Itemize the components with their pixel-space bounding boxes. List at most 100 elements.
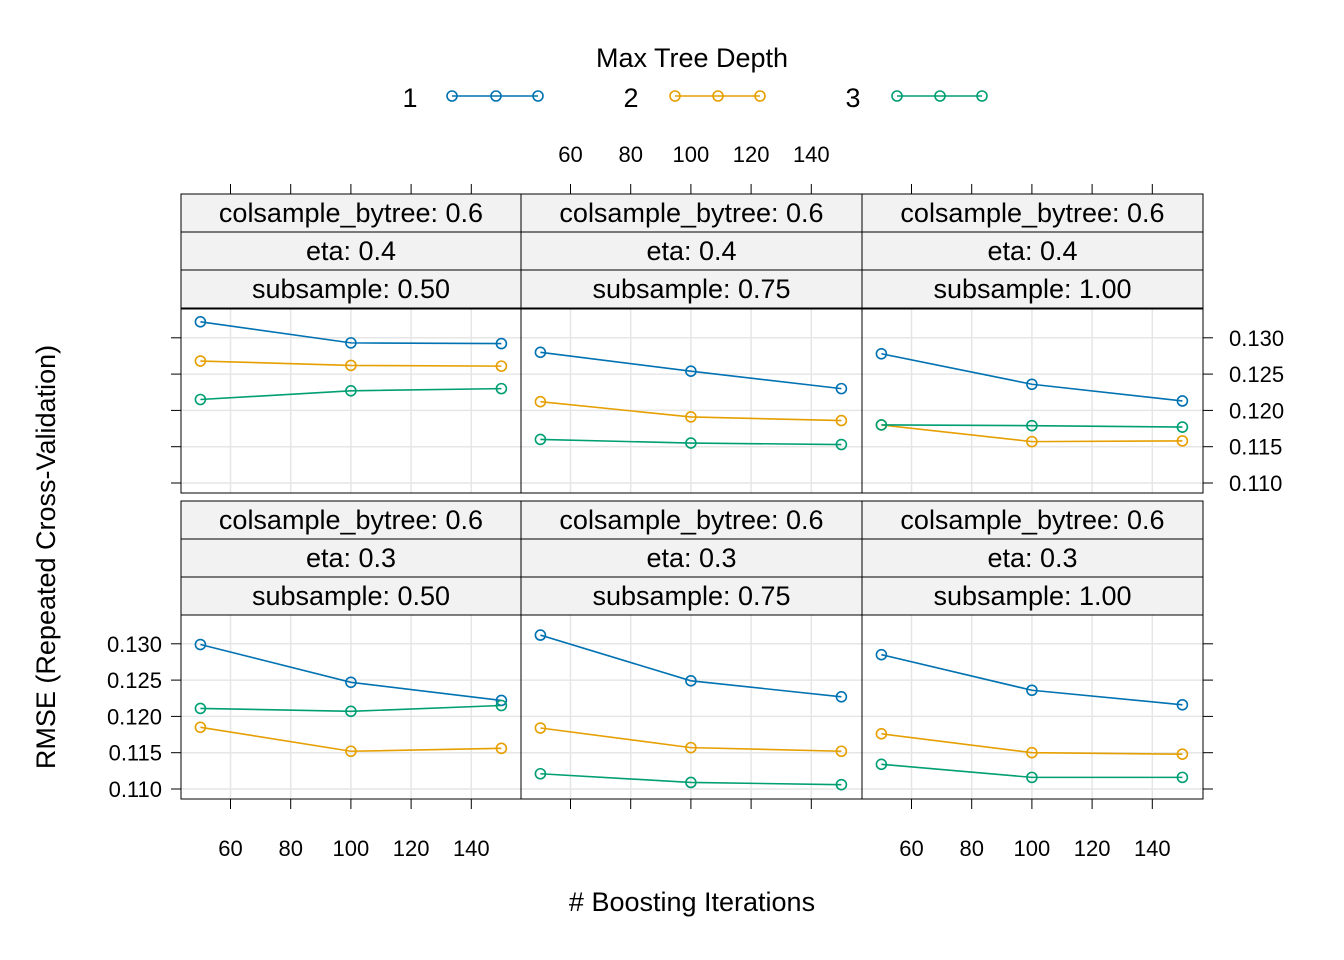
series-line <box>540 772 842 786</box>
series-line <box>540 400 842 422</box>
data-point <box>1176 435 1189 447</box>
strip-label: subsample: 0.50 <box>252 274 450 304</box>
data-point <box>685 675 697 687</box>
strip-label: subsample: 0.75 <box>592 581 790 611</box>
legend-marker <box>712 90 724 102</box>
data-point <box>194 393 207 406</box>
series-line <box>881 653 1183 706</box>
data-point <box>345 337 357 349</box>
strip-label: eta: 0.3 <box>987 543 1077 573</box>
x-tick-label: 80 <box>959 836 983 861</box>
data-point <box>1026 435 1038 448</box>
data-point <box>1176 748 1189 760</box>
strip-box <box>861 538 1204 578</box>
data-point <box>194 316 207 328</box>
legend-marker <box>891 90 903 102</box>
strip-box <box>180 269 522 309</box>
data-point <box>495 382 508 395</box>
y-tick-label: 0.115 <box>1229 435 1282 460</box>
series-line <box>200 387 502 401</box>
x-tick-label: 120 <box>733 142 770 167</box>
legend: 1 2 3 <box>402 83 988 113</box>
strip-label: subsample: 0.75 <box>592 274 790 304</box>
data-point <box>1176 395 1189 407</box>
legend-marker <box>976 90 988 102</box>
data-point <box>495 337 508 350</box>
strip-label: subsample: 1.00 <box>933 274 1131 304</box>
series-line <box>200 704 502 713</box>
panel: colsample_bytree: 0.6 eta: 0.3 subsample: … <box>180 500 522 800</box>
data-point <box>835 382 848 395</box>
legend-marker <box>934 90 946 102</box>
legend-title: Max Tree Depth <box>596 43 788 73</box>
data-point <box>495 699 508 712</box>
series-line <box>881 424 1183 428</box>
data-point <box>534 722 547 734</box>
y-tick-label: 0.110 <box>109 777 162 802</box>
y-tick-label: 0.130 <box>107 632 162 657</box>
series-line <box>200 643 502 702</box>
data-point <box>194 638 207 651</box>
strip-label: eta: 0.3 <box>646 543 736 573</box>
panels: colsample_bytree: 0.6 eta: 0.4 subsample: … <box>180 193 1204 800</box>
strip-box <box>520 231 863 271</box>
strip-box <box>180 538 522 578</box>
data-point <box>835 690 848 703</box>
legend-label: 2 <box>623 83 638 113</box>
strip-label: subsample: 0.50 <box>252 581 450 611</box>
data-point <box>875 758 888 771</box>
series-line <box>881 733 1183 755</box>
legend-marker <box>446 90 458 102</box>
data-point <box>1026 419 1038 432</box>
data-point <box>534 433 547 446</box>
data-point <box>1176 421 1189 433</box>
series-line <box>881 424 1183 443</box>
strip-label: colsample_bytree: 0.6 <box>559 505 823 535</box>
strip-box <box>861 231 1204 271</box>
series-line <box>540 438 842 446</box>
data-point <box>835 414 848 427</box>
data-point <box>495 360 508 372</box>
x-tick-label: 120 <box>1074 836 1111 861</box>
y-tick-label: 0.115 <box>109 741 162 766</box>
legend-marker <box>532 90 544 102</box>
strip-box <box>520 269 863 309</box>
data-point <box>1026 746 1038 759</box>
series-line <box>881 763 1183 779</box>
panel: colsample_bytree: 0.6 eta: 0.3 subsample: … <box>861 500 1204 800</box>
y-tick-label: 0.125 <box>107 668 162 693</box>
strip-label: eta: 0.4 <box>987 236 1077 266</box>
series-line <box>540 727 842 753</box>
strip-label: eta: 0.4 <box>306 236 396 266</box>
y-tick-label: 0.130 <box>1229 326 1284 351</box>
data-point <box>534 767 547 780</box>
data-point <box>495 694 508 707</box>
data-point <box>194 355 207 367</box>
strip-label: eta: 0.3 <box>306 543 396 573</box>
x-axis-label: # Boosting Iterations <box>569 887 815 917</box>
data-point <box>685 365 697 377</box>
y-axis-label: RMSE (Repeated Cross-Validation) <box>31 345 61 769</box>
strip-label: subsample: 1.00 <box>933 581 1131 611</box>
data-point <box>194 702 207 715</box>
y-tick-label: 0.120 <box>1229 398 1284 423</box>
x-tick-label: 140 <box>1134 836 1171 861</box>
data-point <box>1176 698 1189 711</box>
panel: colsample_bytree: 0.6 eta: 0.4 subsample: … <box>520 193 863 494</box>
series-line <box>200 321 502 345</box>
data-point <box>1026 771 1038 784</box>
series-line <box>881 352 1183 402</box>
x-tick-label: 100 <box>333 836 370 861</box>
panel: colsample_bytree: 0.6 eta: 0.3 subsample: … <box>520 500 863 800</box>
strip-label: colsample_bytree: 0.6 <box>900 505 1164 535</box>
legend-marker <box>754 90 766 102</box>
data-point <box>875 419 888 431</box>
strip-box <box>180 576 522 616</box>
legend-marker <box>490 90 502 102</box>
data-point <box>345 676 357 689</box>
y-tick-label: 0.110 <box>1229 471 1282 496</box>
legend-label: 1 <box>402 83 417 113</box>
strip-label: colsample_bytree: 0.6 <box>219 198 483 228</box>
panel: colsample_bytree: 0.6 eta: 0.4 subsample: … <box>861 193 1204 494</box>
